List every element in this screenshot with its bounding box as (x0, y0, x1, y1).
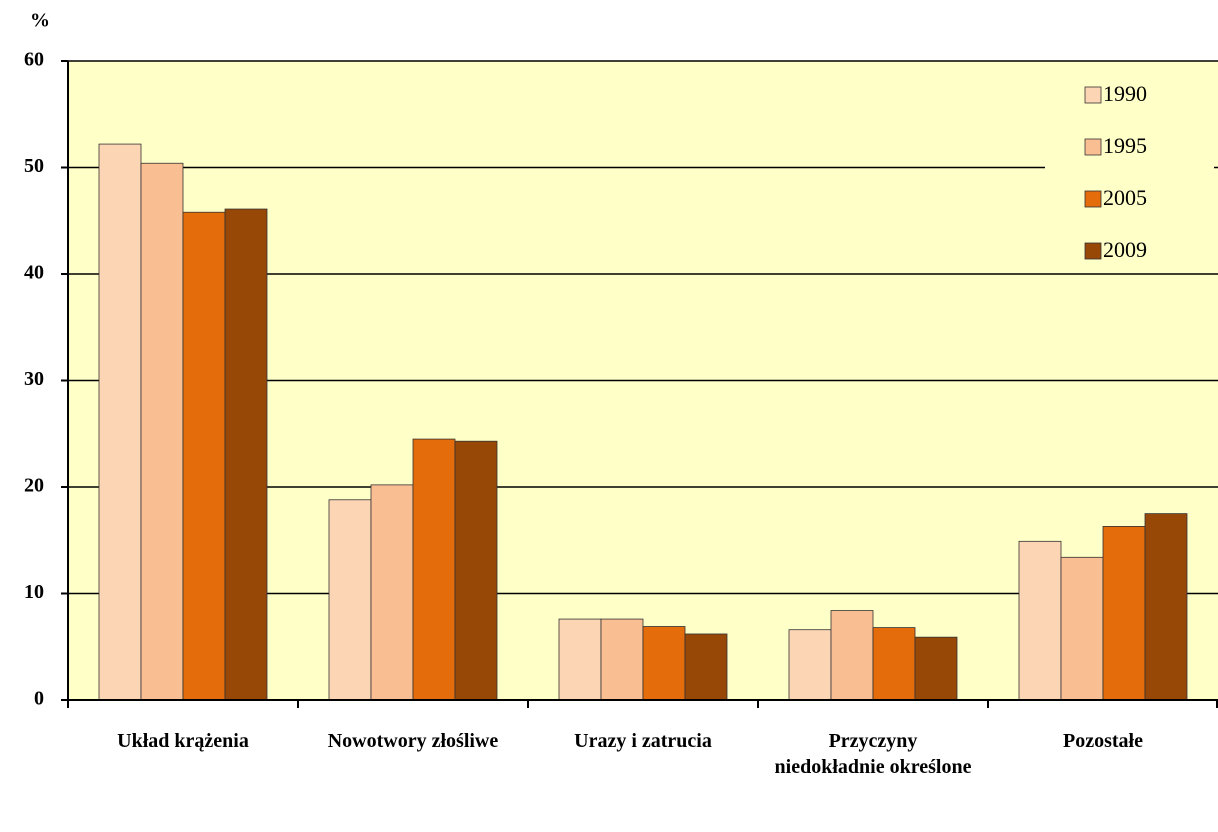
bar (642, 626, 686, 701)
y-tick-label: 60 (24, 49, 44, 71)
bar (454, 440, 498, 701)
x-tick-label-box: Przyczyny niedokładnie określone (774, 730, 972, 778)
bar (1102, 526, 1146, 701)
legend-label: 2009 (1103, 237, 1147, 262)
legend-label: 1990 (1103, 81, 1147, 106)
x-tick-label: Układ krążenia (117, 730, 249, 752)
y-tick-label: 0 (34, 688, 44, 710)
y-tick-label: 10 (24, 581, 44, 603)
bar (1144, 513, 1188, 701)
bar (872, 627, 916, 701)
legend-label: 2005 (1103, 185, 1147, 210)
legend-swatch (1084, 190, 1102, 208)
x-tick-label-box: Układ krążenia (117, 730, 249, 752)
y-tick-label: 50 (24, 155, 44, 177)
bar (684, 633, 728, 701)
bar (370, 484, 414, 701)
bar (1060, 556, 1104, 701)
x-tick-label: Przyczyny niedokładnie określone (774, 730, 972, 778)
y-tick-label: 40 (24, 262, 44, 284)
bar (914, 636, 958, 701)
x-tick-label: Urazy i zatrucia (574, 730, 712, 752)
y-tick-label: 30 (24, 368, 44, 390)
x-tick-label-box: Nowotwory złośliwe (327, 730, 499, 752)
x-tick-label-box: Pozostałe (1063, 730, 1143, 752)
bar (182, 211, 226, 701)
bar (788, 629, 832, 701)
bar (558, 618, 602, 701)
bar (1018, 540, 1062, 701)
legend-swatch (1084, 138, 1102, 156)
legend-label: 1995 (1103, 133, 1147, 158)
bar (830, 610, 874, 701)
legend-swatch (1084, 242, 1102, 260)
x-tick-label: Pozostałe (1063, 730, 1143, 752)
legend-box (1045, 75, 1214, 265)
bar (98, 143, 142, 701)
y-axis-label: % (30, 10, 50, 32)
x-tick-label: Nowotwory złośliwe (327, 730, 499, 752)
x-tick-label-box: Urazy i zatrucia (574, 730, 712, 752)
bar (600, 618, 644, 701)
bar (412, 438, 456, 701)
y-tick-label: 20 (24, 475, 44, 497)
bar (328, 499, 372, 701)
bar (140, 162, 184, 701)
bar (224, 208, 268, 701)
legend-swatch (1084, 86, 1102, 104)
